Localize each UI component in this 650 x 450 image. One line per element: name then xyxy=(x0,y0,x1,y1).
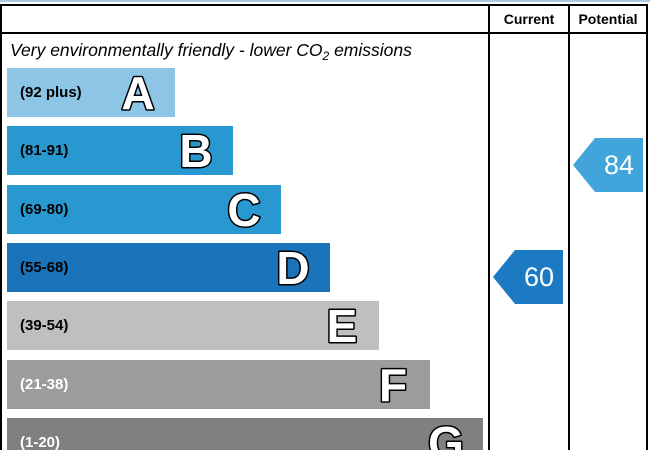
chart-right-border xyxy=(646,4,648,450)
chart-title-subscript: 2 xyxy=(322,49,330,63)
current-arrow-shape xyxy=(493,250,563,304)
band-letter: C xyxy=(227,184,260,236)
band-letter-icon: E xyxy=(325,299,359,354)
band-row-e: (39-54) E xyxy=(7,299,379,354)
chart-left-border xyxy=(0,4,2,450)
band-letter: B xyxy=(179,125,212,177)
band-row-a: (92 plus) A xyxy=(7,66,175,121)
band-letter: D xyxy=(276,242,309,294)
band-letter: E xyxy=(327,300,358,352)
band-letter-icon: F xyxy=(377,358,408,413)
potential-rating-value: 84 xyxy=(604,150,634,180)
band-row-g: (1-20) G xyxy=(7,416,483,450)
band-letter: A xyxy=(121,67,154,119)
band-row-d: (55-68) D xyxy=(7,241,330,296)
band-row-f: (21-38) F xyxy=(7,358,430,413)
band-letter-icon: C xyxy=(226,183,262,238)
chart-title: Very environmentally friendly - lower CO… xyxy=(10,34,412,66)
band-letter: G xyxy=(428,417,464,450)
band-range-label: (39-54) xyxy=(20,317,69,334)
band-letter-icon: D xyxy=(275,241,311,296)
current-column-divider xyxy=(488,4,490,450)
chart-title-prefix: Very environmentally friendly - lower CO xyxy=(10,39,323,60)
band-range-label: (1-20) xyxy=(20,434,61,450)
potential-column-divider xyxy=(568,4,570,450)
band-letter: F xyxy=(379,359,407,411)
band-range-label: (69-80) xyxy=(20,201,69,218)
current-rating-value: 60 xyxy=(524,262,554,292)
band-row-b: (81-91) B xyxy=(7,124,233,179)
potential-rating-arrow: 84 xyxy=(573,138,643,192)
band-letter-icon: A xyxy=(120,66,156,121)
chart-top-border xyxy=(0,4,648,6)
header-separator-line xyxy=(0,32,648,34)
top-accent-line xyxy=(0,0,650,2)
band-range-label: (21-38) xyxy=(20,376,69,393)
potential-column-header: Potential xyxy=(578,11,638,27)
band-letter-icon: G xyxy=(427,416,466,450)
band-range-label: (92 plus) xyxy=(20,84,82,101)
band-range-label: (81-91) xyxy=(20,142,69,159)
band-range-label: (55-68) xyxy=(20,259,69,276)
chart-title-suffix: emissions xyxy=(329,39,412,60)
potential-arrow-shape xyxy=(573,138,643,192)
band-letter-icon: B xyxy=(178,124,214,179)
current-rating-arrow: 60 xyxy=(493,250,563,304)
current-column-header: Current xyxy=(503,11,555,27)
band-row-c: (69-80) C xyxy=(7,183,281,238)
